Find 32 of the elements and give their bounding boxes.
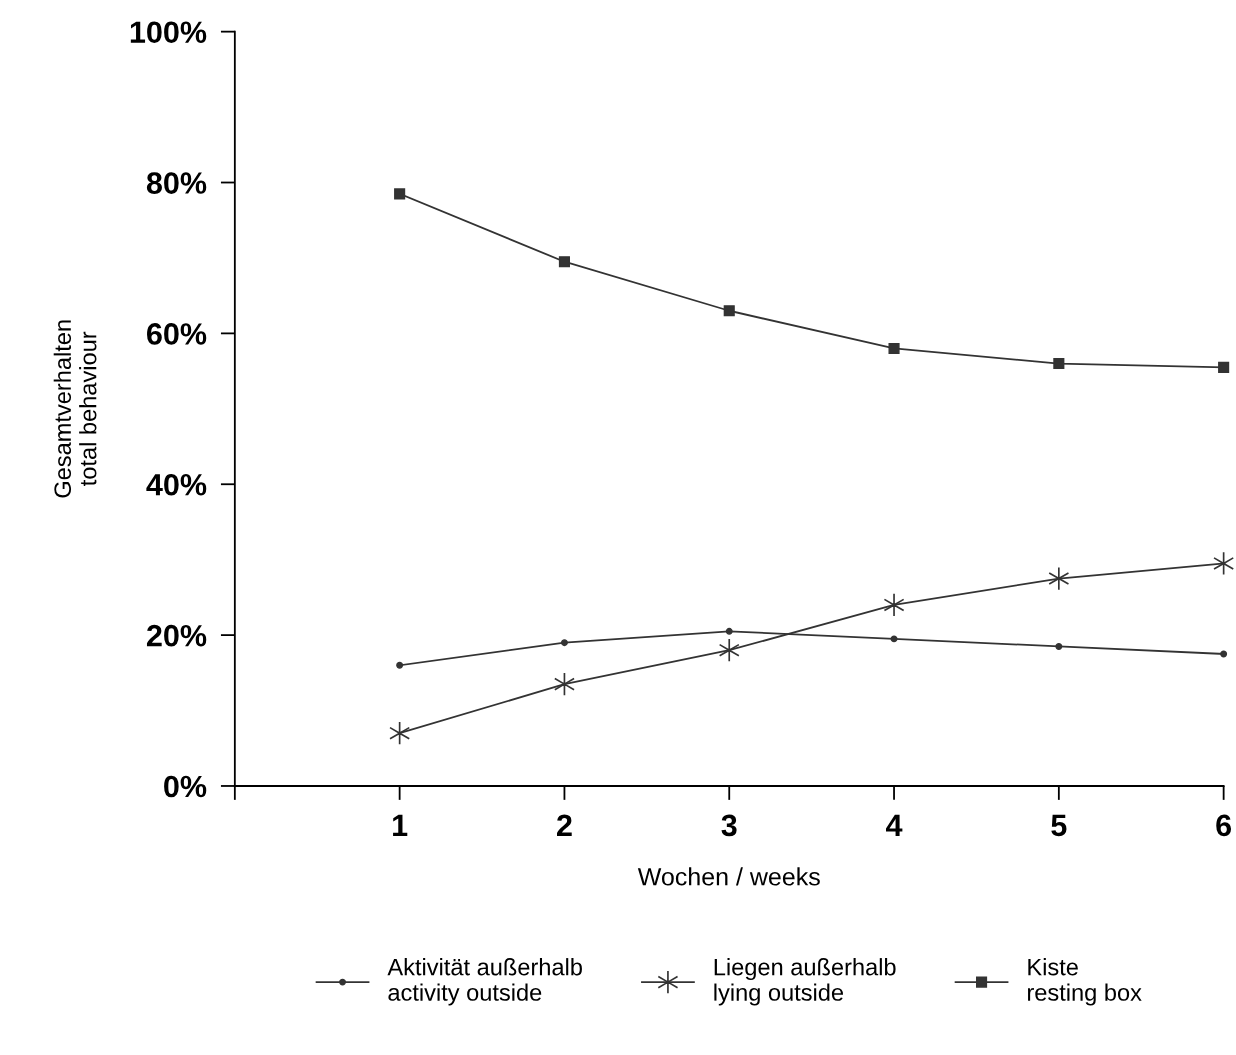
y-tick-label: 20% [146, 624, 207, 647]
x-tick-label: 1 [393, 814, 408, 836]
point [560, 639, 568, 647]
y-axis-title: Gesamtverhalten total behaviour [53, 320, 97, 498]
y-tick-label: 0% [164, 775, 207, 798]
y-tick-label: 100% [130, 21, 207, 44]
point [1220, 650, 1228, 658]
x-tick-label: 6 [1216, 814, 1232, 837]
point [883, 592, 905, 617]
point [1053, 357, 1065, 370]
point [725, 627, 733, 635]
x-tick-label: 5 [1051, 814, 1067, 837]
y-tick-label: 80% [146, 172, 207, 194]
legend-label: Liegen außerhalb lying outside [714, 958, 896, 1006]
point [723, 305, 735, 317]
point [394, 188, 406, 200]
x-tick-label: 2 [557, 814, 572, 836]
point [1048, 566, 1070, 591]
y-tick-label: 60% [147, 323, 207, 345]
legend-label: Aktivität außerhalb activity outside [387, 958, 582, 1006]
point [718, 638, 740, 663]
point [1055, 642, 1063, 650]
point [890, 635, 898, 643]
y-tick-label: 40% [146, 473, 207, 496]
x-tick-label: 3 [721, 814, 737, 837]
x-tick-label: 4 [886, 814, 903, 836]
point [888, 342, 900, 355]
x-axis-title: Wochen / weeks [637, 867, 820, 886]
point [1218, 361, 1230, 373]
point [558, 256, 570, 268]
point [396, 661, 404, 669]
legend-label: Kiste resting box [1027, 958, 1142, 1006]
